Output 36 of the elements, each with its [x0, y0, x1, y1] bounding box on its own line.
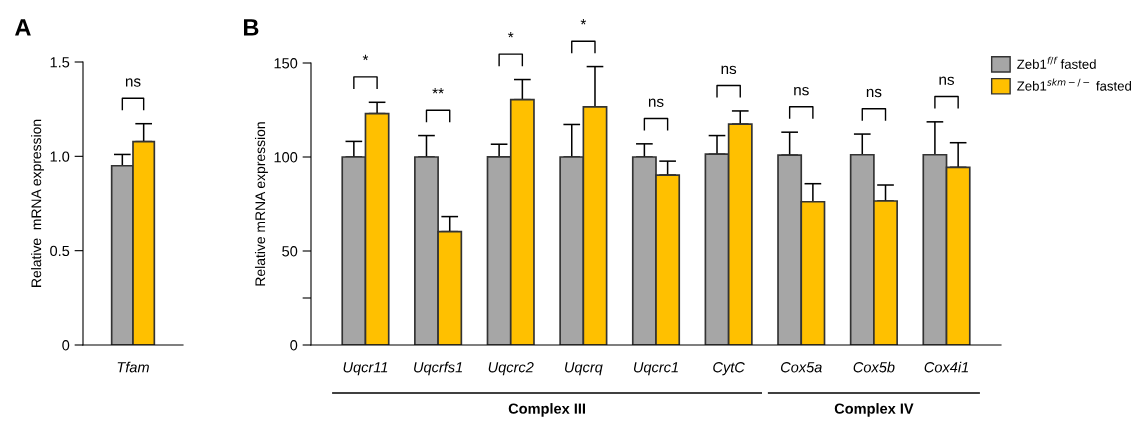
annotation: ns [939, 76, 955, 85]
y-tick-label: 0 [290, 340, 298, 351]
annotation: ns [866, 88, 882, 98]
text: A [15, 19, 31, 36]
x-tick-label: CytC [713, 362, 745, 376]
text: * [580, 19, 587, 25]
y-tick-label: 0.5 [50, 245, 70, 257]
x-tick-label: Tfam [117, 361, 149, 373]
annotation: ns [648, 98, 664, 107]
y-axis-title: Relative mRNA expression [254, 122, 268, 286]
text: Complex IV [834, 403, 914, 417]
x-tick-label: Cox5a [780, 362, 822, 373]
y-tick-label: 150 [274, 58, 298, 69]
x-tick-label: Uqcrc2 [488, 362, 534, 376]
x-tick-label: Uqcr11 [343, 362, 388, 376]
x-tick-label: Cox5b [853, 361, 895, 373]
y-axis-title: Relative mRNA expression [31, 119, 44, 287]
text: B [244, 19, 259, 36]
annotation: ** [432, 88, 444, 94]
text: * [362, 54, 369, 61]
annotation: ns [125, 78, 141, 87]
annotation: ns [721, 65, 737, 75]
text: Complex III [508, 403, 585, 417]
text: * [508, 32, 514, 38]
y-tick-label: 100 [274, 152, 298, 163]
y-tick-label: 50 [282, 246, 298, 257]
legend-label: Zeb1$^{f/f}$ fasted [1017, 56, 1096, 69]
x-tick-label: Uqcrc1 [633, 362, 678, 376]
y-tick-label: 0 [62, 340, 70, 351]
x-tick-label: Uqcrfs1 [414, 361, 462, 376]
y-tick-label: 1.0 [50, 151, 70, 162]
y-tick-label: 1.5 [50, 57, 70, 68]
x-tick-label: Cox4i1 [924, 361, 968, 373]
annotation: ns [794, 86, 809, 96]
x-tick-label: Uqcrq [565, 362, 603, 376]
legend-label: Zeb1$^{skm−/−}$ fasted [1017, 78, 1131, 91]
